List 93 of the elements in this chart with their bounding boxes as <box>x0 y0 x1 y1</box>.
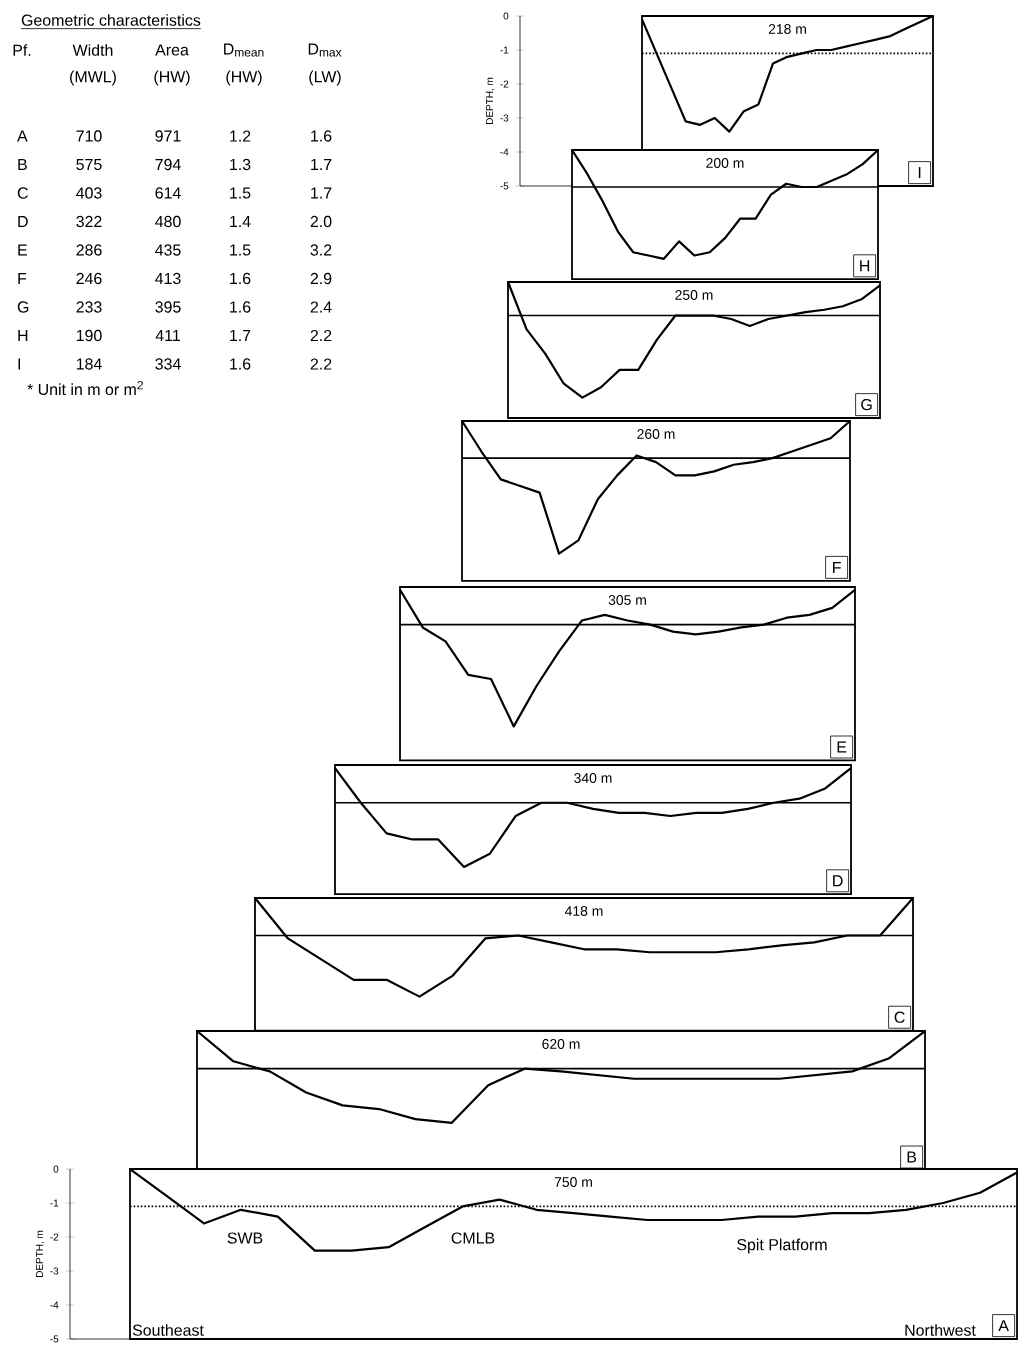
y-tick-label: -2 <box>50 1233 59 1241</box>
text: 1.6 <box>230 358 251 370</box>
text: 575 <box>76 158 102 171</box>
y-tick-label: -4 <box>50 1301 59 1309</box>
text: (HW) <box>154 70 190 86</box>
y-tick-label: -1 <box>500 46 509 54</box>
text: 2.2 <box>310 358 332 370</box>
text: A <box>17 130 28 142</box>
text: 480 <box>155 215 181 228</box>
annotation: 200 m <box>706 158 744 168</box>
text: (HW) <box>226 70 262 86</box>
text: 413 <box>155 272 181 285</box>
text: D <box>18 216 28 227</box>
text: G <box>17 301 29 313</box>
text: 2.9 <box>310 272 332 285</box>
text: D <box>833 875 843 887</box>
annotation: 250 m <box>675 290 713 300</box>
y-tick-label: -2 <box>500 80 509 88</box>
text: 286 <box>76 244 102 256</box>
y-tick-label: -5 <box>500 182 509 190</box>
y-axis-title: DEPTH, m <box>486 77 495 124</box>
annotation: SWB <box>227 1232 263 1244</box>
y-tick-label: -3 <box>50 1267 59 1275</box>
annotation: Spit Platform <box>737 1238 827 1254</box>
text: B <box>18 159 27 170</box>
text: 3.2 <box>310 244 332 256</box>
text: Geometric characteristics <box>21 14 201 26</box>
text: 411 <box>155 330 180 341</box>
annotation: 260 m <box>637 429 675 439</box>
text: I <box>18 358 21 370</box>
text: G <box>861 398 872 411</box>
text: 1.7 <box>311 187 332 199</box>
text: Width <box>72 44 113 56</box>
y-tick-label: -4 <box>500 148 509 156</box>
text: 1.5 <box>230 244 251 256</box>
text: D$_{max}$ <box>308 43 342 57</box>
text: 971 <box>155 130 181 142</box>
annotation: 750 m <box>554 1177 592 1187</box>
text: Pf. <box>13 44 31 56</box>
text: 614 <box>155 187 181 199</box>
annotation: 340 m <box>574 773 612 783</box>
annotation: 305 m <box>608 595 646 605</box>
y-axis-title: DEPTH, m <box>36 1230 45 1277</box>
annotation: Northwest <box>905 1324 976 1336</box>
text: 1.7 <box>230 330 251 341</box>
text: 710 <box>76 130 102 142</box>
annotation: Southeast <box>132 1324 204 1336</box>
text: B <box>907 1151 917 1163</box>
text: 1.3 <box>230 158 251 171</box>
text: E <box>18 244 27 256</box>
y-tick-label: 0 <box>53 1165 59 1173</box>
text: I <box>918 167 921 179</box>
text: 794 <box>155 158 181 171</box>
text: H <box>860 260 870 272</box>
text: 1.6 <box>230 272 251 285</box>
text: C <box>894 1011 905 1023</box>
y-tick-label: 0 <box>503 12 509 20</box>
annotation: 418 m <box>564 906 603 916</box>
annotation: 620 m <box>542 1039 580 1049</box>
text: 435 <box>155 244 181 256</box>
text: 184 <box>76 358 102 370</box>
text: 190 <box>76 329 102 342</box>
text: * Unit in m or m$^{2}$ <box>27 380 143 396</box>
text: 2.2 <box>310 329 332 342</box>
text: (MWL) <box>70 70 116 86</box>
text: (LW) <box>309 70 341 86</box>
text: 322 <box>76 215 102 228</box>
text: 1.7 <box>311 159 332 170</box>
text: 1.5 <box>230 187 251 199</box>
text: 403 <box>76 187 102 199</box>
text: 246 <box>76 272 102 285</box>
text: 1.6 <box>230 301 251 313</box>
text: D$_{mean}$ <box>224 43 264 57</box>
text: 1.4 <box>230 216 251 227</box>
text: 1.2 <box>230 130 251 142</box>
annotation: CMLB <box>451 1232 495 1244</box>
text: F <box>833 561 841 573</box>
text: H <box>18 330 28 341</box>
text: C <box>17 187 28 199</box>
text: E <box>837 741 847 753</box>
text: 395 <box>155 301 181 313</box>
text: A <box>998 1320 1009 1332</box>
text: 2.0 <box>310 215 332 228</box>
annotation: 218 m <box>768 24 806 34</box>
text: 1.6 <box>311 130 332 142</box>
y-tick-label: -1 <box>50 1199 59 1207</box>
y-tick-label: -5 <box>50 1335 59 1343</box>
text: 2.4 <box>310 301 332 313</box>
text: 233 <box>76 301 102 313</box>
text: 334 <box>155 358 181 370</box>
y-tick-label: -3 <box>500 114 509 122</box>
text: Area <box>155 44 189 56</box>
text: F <box>18 273 27 284</box>
